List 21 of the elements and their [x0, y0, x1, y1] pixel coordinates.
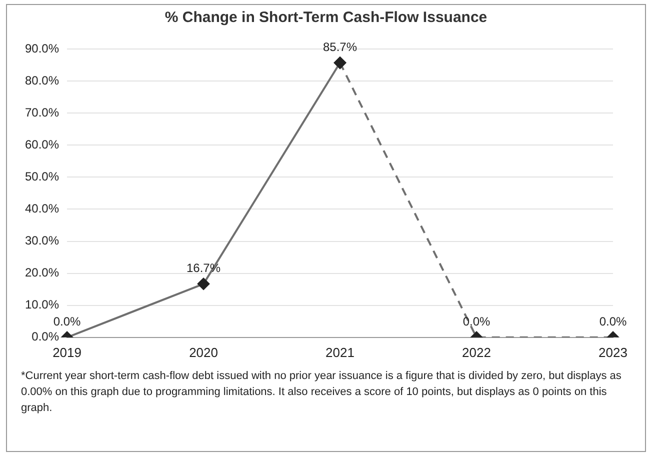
x-tick-label: 2022 [462, 344, 491, 360]
text: *Current year short-term cash-flow debt issued with no prior year issuance is a figure that is divided by zero, but displays as 0.00% on this graph due to programming limitations. It also receives a score of 10 points, but displays as 0 points on this graph. [20, 369, 622, 416]
x-tick-label: 2020 [189, 344, 218, 360]
text: 85.7% [322, 40, 358, 54]
x-tick-label: 2023 [598, 344, 628, 360]
x-tick-label: 2021 [326, 344, 354, 360]
y-tick-label: 0.0% [32, 330, 60, 344]
y-tick-label: 60.0% [24, 137, 60, 152]
y-tick-label: 90.0% [24, 41, 60, 56]
y-tick-label: 70.0% [24, 105, 60, 120]
text: 0.0% [53, 314, 81, 329]
x-tick-label: 2019 [52, 344, 82, 360]
y-tick-label: 30.0% [24, 234, 60, 248]
text: 0.0% [462, 314, 490, 329]
chart-title: % Change in Short-Term Cash-Flow Issuance [164, 9, 488, 28]
y-tick-label: 20.0% [24, 266, 60, 280]
y-tick-label: 50.0% [24, 169, 60, 184]
text: 0.0% [599, 314, 627, 329]
y-tick-label: 40.0% [24, 202, 60, 216]
y-tick-label: 10.0% [24, 298, 60, 312]
y-tick-label: 80.0% [24, 73, 60, 88]
